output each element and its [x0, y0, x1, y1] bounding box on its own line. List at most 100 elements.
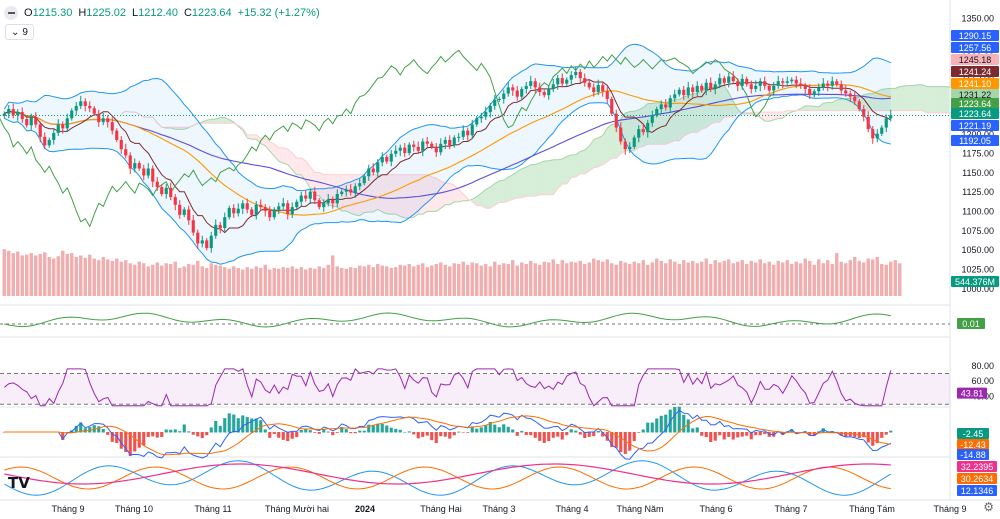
macd-histogram-bar [601, 432, 605, 437]
volume-bar [605, 259, 609, 296]
macd-histogram-bar [592, 432, 596, 437]
volume-bar [583, 264, 587, 296]
candle-body [781, 81, 785, 83]
candle-body [484, 112, 488, 117]
candle-body [52, 132, 56, 140]
candle-body [547, 88, 551, 96]
volume-bar [542, 261, 546, 296]
volume-bar [673, 261, 677, 296]
macd-histogram-bar [376, 423, 380, 433]
ichimoku-cloud-segment [413, 174, 419, 218]
bollinger-upper [3, 43, 891, 192]
candle-body [241, 203, 245, 209]
volume-bar [740, 260, 744, 296]
volume-bar [749, 260, 753, 296]
candle-body [691, 87, 695, 93]
macd-histogram-bar [682, 414, 686, 433]
volume-bar [623, 262, 627, 296]
price-tick-label: 1150.00 [962, 168, 994, 178]
volume-bar [196, 260, 200, 296]
ichimoku-cloud-segment [386, 174, 392, 215]
ichimoku-span-a [121, 84, 1000, 219]
volume-bar [38, 253, 42, 296]
macd-histogram-bar [97, 426, 101, 433]
ichimoku-cloud-segment [499, 180, 504, 203]
macd-histogram-bar [214, 420, 218, 433]
price-tag-label: 1241.24 [959, 67, 992, 77]
candle-body [218, 224, 222, 229]
macd-histogram-bar [326, 431, 330, 433]
ichimoku-cloud-segment [886, 88, 891, 111]
macd-histogram-bar [407, 431, 411, 433]
volume-bar [331, 255, 335, 296]
time-axis-label: Tháng Năm [616, 504, 663, 514]
candle-body [673, 94, 677, 99]
macd-histogram-bar [133, 432, 137, 452]
volume-bar [470, 262, 474, 296]
candle-body [461, 130, 465, 137]
ichimoku-cloud-segment [724, 85, 729, 118]
volume-bar [236, 267, 240, 296]
macd-histogram-bar [551, 432, 555, 438]
ichimoku-cloud-segment [625, 111, 630, 151]
macd-histogram-bar [754, 432, 758, 436]
macd-histogram-bar [704, 432, 708, 438]
candle-body [632, 137, 636, 147]
macd-histogram-bar [812, 432, 816, 436]
ichimoku-cloud-segment [323, 174, 329, 205]
candle-body [641, 129, 645, 133]
volume-bar [817, 259, 821, 296]
volume-bar [137, 261, 141, 296]
macd-histogram-bar [349, 432, 353, 434]
candle-body [682, 89, 686, 96]
candle-body [610, 98, 614, 114]
candle-body [556, 78, 560, 85]
price-tag-bg [951, 42, 999, 53]
macd-histogram-bar [250, 418, 254, 433]
volume-bar [853, 257, 857, 296]
macd-histogram-bar [272, 432, 276, 434]
macd-histogram-bar [196, 432, 200, 437]
ichimoku-cloud-segment [895, 86, 900, 111]
volume-bar [97, 260, 101, 296]
candle-body [754, 85, 758, 89]
volume-bar [772, 264, 776, 296]
dmi-tag-label: 32.2395 [961, 462, 994, 472]
collapse-legend-button[interactable] [4, 6, 18, 20]
volume-bar [182, 266, 186, 296]
candle-body [488, 105, 492, 113]
chevron-down-icon: ⌄ [11, 26, 20, 38]
macd-histogram-bar [614, 432, 618, 448]
time-axis-label: Tháng 3 [482, 504, 515, 514]
macd-histogram-bar [191, 432, 195, 435]
candle-body [578, 71, 582, 79]
volume-bar [790, 264, 794, 296]
candle-body [565, 79, 569, 84]
macd-histogram-bar [448, 432, 452, 439]
indicators-toggle[interactable]: ⌄ 9 [5, 24, 34, 40]
macd-histogram-bar [560, 432, 564, 440]
macd-histogram-bar [232, 414, 236, 433]
macd-histogram-bar [790, 429, 794, 433]
volume-bar [281, 267, 285, 296]
macd-histogram-bar [205, 432, 209, 436]
volume-bar [299, 267, 303, 296]
candle-body [115, 130, 119, 140]
macd-histogram-bar [187, 431, 191, 433]
time-axis-label: Tháng 6 [699, 504, 732, 514]
gear-icon[interactable]: ⚙ [983, 500, 994, 514]
macd-histogram-bar [160, 432, 164, 437]
price-tag-bg [951, 108, 999, 119]
volume-bar [569, 261, 573, 296]
candle-body [551, 84, 555, 89]
volume-bar [403, 265, 407, 296]
volume-bar [565, 263, 569, 296]
macd-histogram-bar [646, 422, 650, 433]
candle-body [155, 181, 159, 188]
tradingview-logo[interactable]: 𝗧𝗩 [8, 475, 30, 492]
volume-bar [511, 260, 515, 296]
ichimoku-cloud-segment [553, 159, 558, 195]
volume-bar [61, 250, 65, 296]
macd-histogram-bar [421, 432, 425, 437]
candle-body [371, 168, 375, 173]
